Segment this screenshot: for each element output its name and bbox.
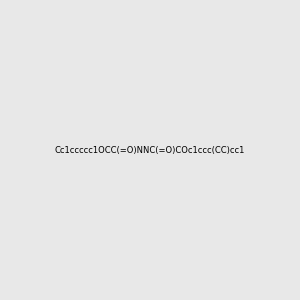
Text: Cc1ccccc1OCC(=O)NNC(=O)COc1ccc(CC)cc1: Cc1ccccc1OCC(=O)NNC(=O)COc1ccc(CC)cc1	[55, 146, 245, 154]
